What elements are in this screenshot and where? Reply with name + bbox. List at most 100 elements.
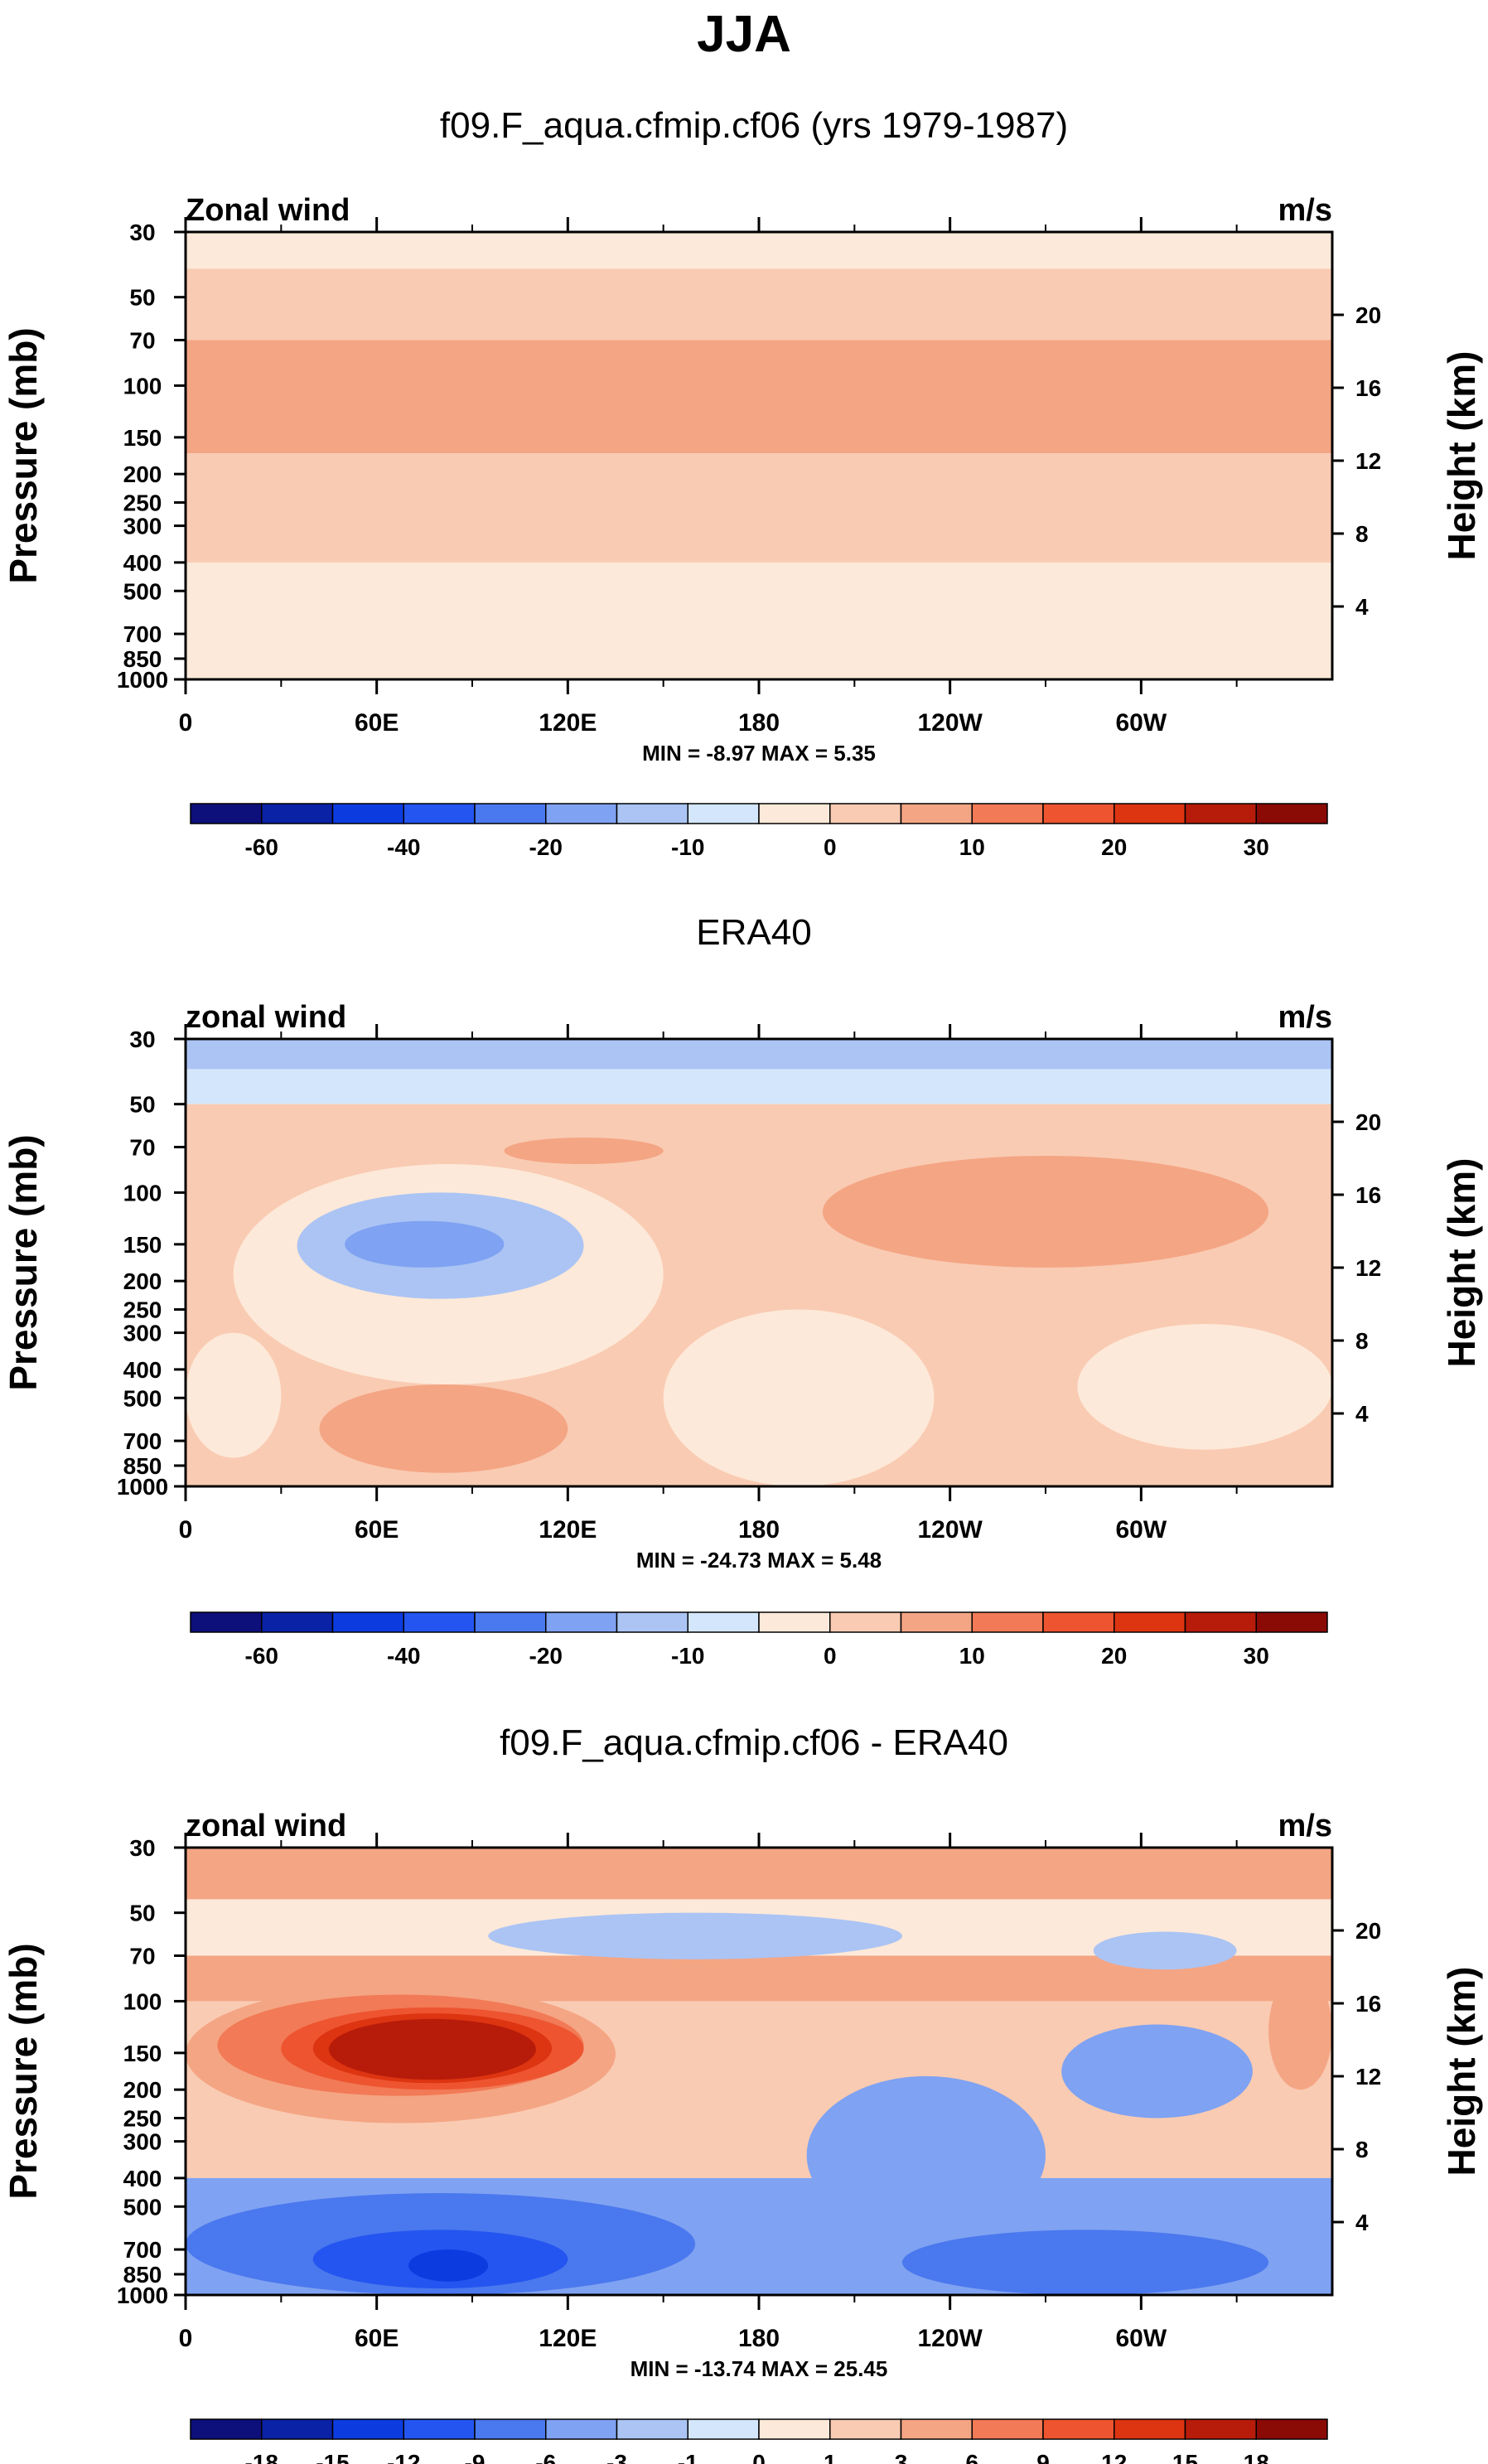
- x-tick-label: 120W: [917, 709, 983, 737]
- x-tick-label: 60E: [355, 1516, 399, 1544]
- panel-1: f09.F_aqua.cfmip.cf06 (yrs 1979-1987) Zon…: [2, 105, 1483, 860]
- y2-tick-label: 8: [1355, 2137, 1369, 2162]
- colorbar-swatch: [1042, 2418, 1115, 2440]
- y-tick-label: 400: [123, 1357, 162, 1383]
- y-tick-label: 850: [123, 646, 162, 672]
- contour-field: [186, 1039, 1332, 1486]
- colorbar-label: 30: [1244, 834, 1269, 860]
- y-tick-label: 100: [123, 1988, 162, 2014]
- y-tick-label: 300: [123, 514, 162, 539]
- colorbar-label: -10: [671, 1643, 704, 1669]
- field-region: [1093, 1931, 1237, 1970]
- y-tick-label: 50: [129, 1901, 155, 1926]
- y2-tick-label: 20: [1355, 1109, 1381, 1135]
- colorbar: -18 -15 -12 -9 -6 -3 -1 0 1 3 6 9 12 15 18: [190, 2418, 1328, 2464]
- colorbar-label: -6: [535, 2450, 556, 2464]
- y2-tick-label: 4: [1355, 1401, 1369, 1427]
- y-tick-label: 250: [123, 1297, 162, 1323]
- x-tick-label: 120W: [917, 1516, 983, 1544]
- y-tick-label: 300: [123, 1321, 162, 1346]
- panel-units-label: m/s: [1278, 1809, 1332, 1843]
- field-band: [186, 1848, 1332, 1900]
- y2-axis-label: Height (km): [1440, 1967, 1483, 2177]
- panel-units-label: m/s: [1278, 193, 1332, 228]
- field-band: [186, 562, 1332, 679]
- colorbar-swatch: [1255, 2418, 1328, 2440]
- colorbar-label: 0: [824, 834, 837, 860]
- y-tick-label: 300: [123, 2129, 162, 2155]
- y-tick-label: 500: [123, 578, 162, 604]
- colorbar-swatch: [261, 2418, 334, 2440]
- y-tick-label: 150: [123, 2041, 162, 2066]
- colorbar-swatch: [616, 1611, 688, 1633]
- panel-left-label: zonal wind: [186, 1809, 346, 1843]
- y-tick-label: 200: [123, 1268, 162, 1294]
- colorbar-label: 10: [959, 1643, 985, 1669]
- colorbar-swatch: [829, 803, 902, 824]
- colorbar-swatch: [1184, 803, 1257, 824]
- field-band: [186, 340, 1332, 454]
- x-tick-label: 120E: [539, 1516, 597, 1544]
- field-region: [902, 2230, 1269, 2295]
- colorbar-label: 3: [895, 2450, 908, 2464]
- y-tick-label: 700: [123, 2237, 162, 2263]
- x-tick-label: 180: [738, 1516, 780, 1544]
- x-tick-label: 60E: [355, 2325, 399, 2352]
- colorbar-swatch: [545, 1611, 618, 1633]
- y2-axis-label: Height (km): [1440, 1158, 1483, 1368]
- colorbar-label: 12: [1101, 2450, 1127, 2464]
- colorbar-swatch: [616, 2418, 688, 2440]
- panel-left-label: Zonal wind: [186, 193, 350, 228]
- colorbar-label: 20: [1101, 834, 1127, 860]
- y2-tick-label: 12: [1355, 1255, 1381, 1281]
- field-region: [408, 2249, 489, 2282]
- y2-axis-label: Height (km): [1440, 351, 1483, 561]
- x-tick-label: 120W: [917, 2325, 983, 2352]
- colorbar-swatch: [403, 2418, 476, 2440]
- y-tick-label: 250: [123, 2106, 162, 2132]
- panel-3: f09.F_aqua.cfmip.cf06 - ERA40 zonal wind m…: [2, 1722, 1483, 2464]
- colorbar-label: 30: [1244, 1643, 1269, 1669]
- colorbar-swatch: [758, 2418, 831, 2440]
- y-tick-label: 70: [129, 1943, 155, 1969]
- y-tick-label: 700: [123, 621, 162, 647]
- y-tick-label: 70: [129, 327, 155, 353]
- y2-tick-label: 20: [1355, 1918, 1381, 1944]
- y-tick-label: 1000: [117, 1474, 168, 1500]
- field-region: [1077, 1323, 1332, 1450]
- min-max-stats: MIN = -13.74 MAX = 25.45: [630, 2356, 888, 2381]
- y2-tick-label: 4: [1355, 2210, 1369, 2235]
- colorbar-label: -12: [387, 2450, 420, 2464]
- colorbar-swatch: [1114, 1611, 1186, 1633]
- x-tick-label: 120E: [539, 2325, 597, 2352]
- colorbar-swatch: [1255, 1611, 1328, 1633]
- colorbar-swatch: [190, 1611, 263, 1633]
- colorbar-swatch: [331, 1611, 404, 1633]
- colorbar-swatch: [403, 803, 476, 824]
- colorbar-label: -15: [316, 2450, 349, 2464]
- y-tick-label: 100: [123, 373, 162, 399]
- y-tick-label: 200: [123, 461, 162, 487]
- x-tick-label: 0: [179, 709, 193, 737]
- y2-tick-label: 16: [1355, 1991, 1381, 2017]
- field-region: [345, 1220, 505, 1268]
- colorbar-swatch: [1114, 803, 1186, 824]
- colorbar-label: -3: [606, 2450, 627, 2464]
- field-band: [186, 1039, 1332, 1070]
- colorbar-label: -40: [387, 1643, 420, 1669]
- y-tick-label: 500: [123, 1385, 162, 1411]
- x-tick-label: 120E: [539, 709, 597, 737]
- y2-tick-label: 16: [1355, 1182, 1381, 1208]
- field-region: [1268, 1973, 1332, 2090]
- y2-tick-label: 8: [1355, 521, 1369, 547]
- colorbar-label: -60: [245, 834, 278, 860]
- colorbar-swatch: [1114, 2418, 1186, 2440]
- colorbar-swatch: [971, 1611, 1044, 1633]
- field-region: [806, 2075, 1046, 2235]
- colorbar-label: -1: [678, 2450, 698, 2464]
- colorbar-swatch: [1042, 1611, 1115, 1633]
- field-region: [663, 1309, 935, 1486]
- y-tick-label: 850: [123, 2262, 162, 2288]
- y-tick-label: 400: [123, 2166, 162, 2191]
- colorbar-swatch: [190, 2418, 263, 2440]
